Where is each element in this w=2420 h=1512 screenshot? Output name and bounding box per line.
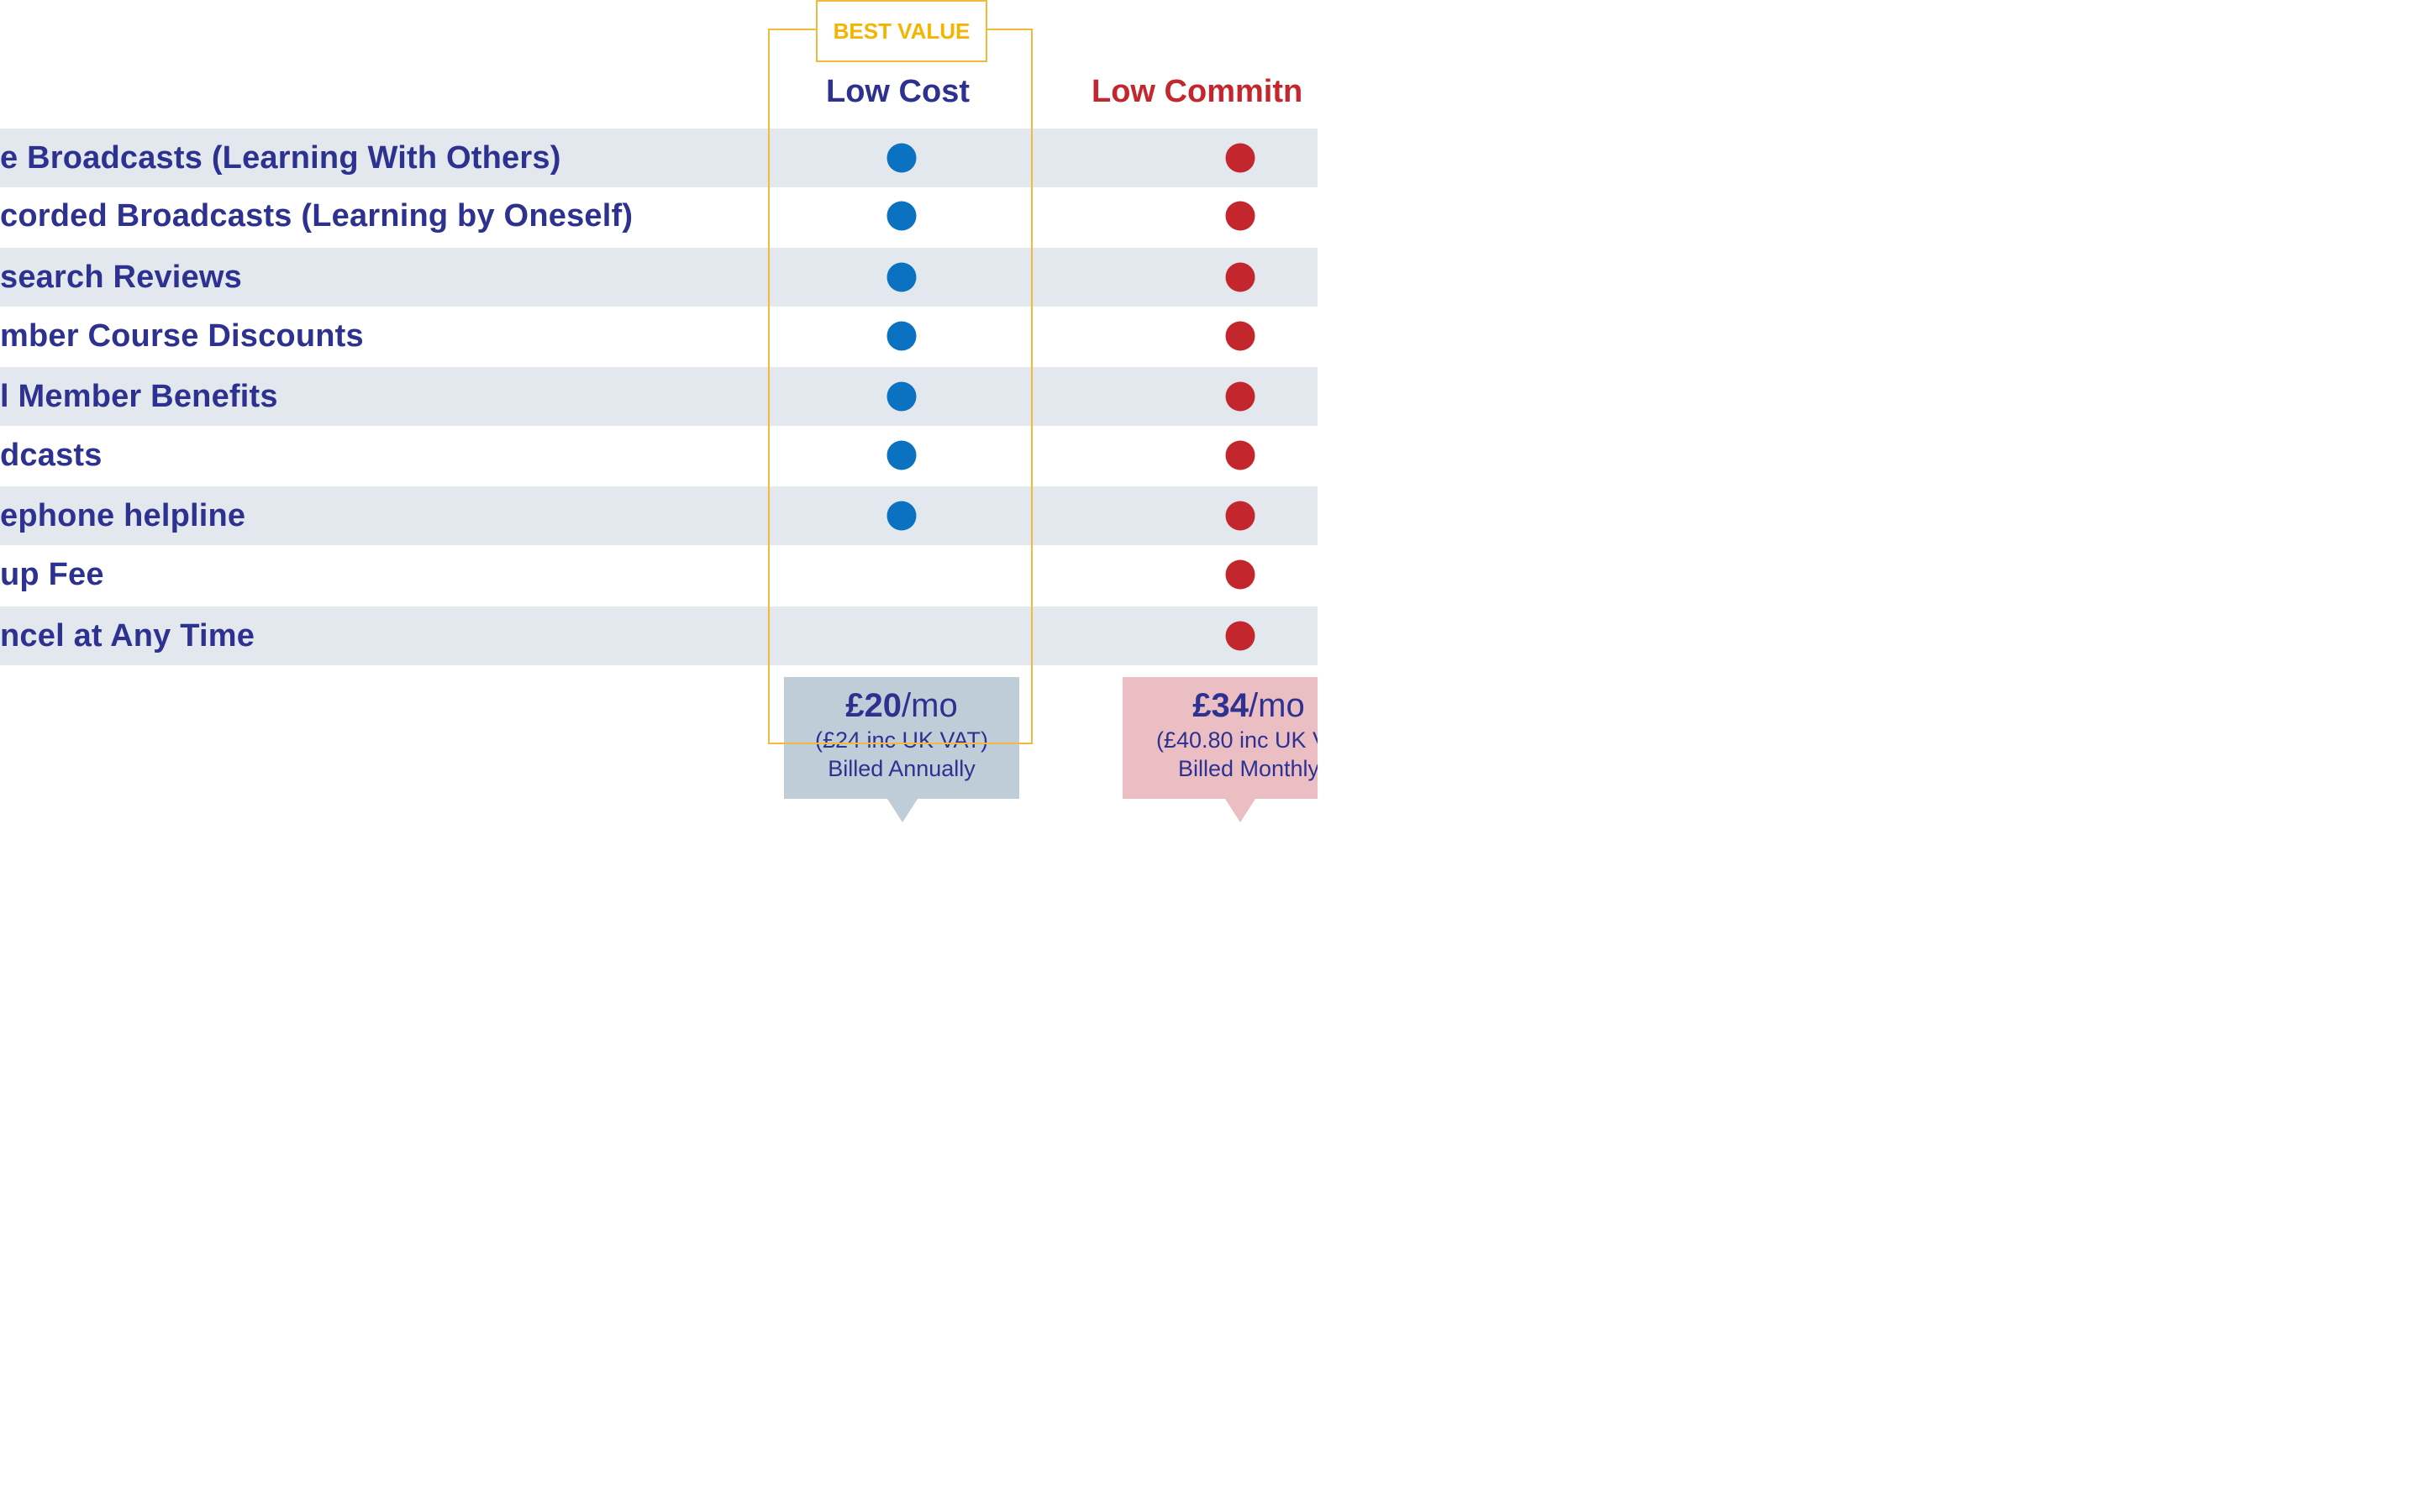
feature-label: ncel at Any Time [0, 618, 255, 654]
feature-label: up Fee [0, 557, 104, 592]
price-box-annual[interactable]: £20/mo (£24 inc UK VAT) Billed Annually [784, 677, 1019, 799]
feature-label: e Broadcasts (Learning With Others) [0, 140, 561, 176]
price-vat-monthly: (£40.80 inc UK VA [1155, 727, 1318, 753]
low-commitment-included-dot [1225, 440, 1255, 470]
column-header-low-cost: Low Cost [826, 74, 970, 109]
table-row: search Reviews [0, 248, 1318, 307]
low-cost-included-dot [886, 201, 917, 231]
price-unit-monthly: /mo [1249, 687, 1305, 724]
price-vat-annual: (£24 inc UK VAT) [814, 727, 989, 753]
price-billing-annual: Billed Annually [828, 756, 976, 781]
price-main-annual: £20/mo [784, 685, 1019, 726]
price-pointer-monthly [1225, 799, 1255, 822]
table-row: dcasts [0, 426, 1318, 485]
price-box-monthly[interactable]: £34/mo (£40.80 inc UK VA Billed Monthly [1123, 677, 1318, 799]
low-commitment-included-dot [1225, 381, 1255, 412]
pricing-comparison: BEST VALUE Low Cost Low Commitn e Broadc… [0, 0, 1318, 823]
column-header-low-commitment: Low Commitn [1092, 74, 1303, 109]
price-pointer-annual [887, 799, 918, 822]
feature-label: dcasts [0, 438, 103, 473]
price-amount-monthly: £34 [1192, 687, 1249, 724]
feature-label: mber Course Discounts [0, 318, 364, 354]
low-cost-included-dot [886, 321, 917, 351]
table-row: l Member Benefits [0, 367, 1318, 426]
price-unit-annual: /mo [902, 687, 958, 724]
price-billing-monthly: Billed Monthly [1177, 756, 1318, 781]
price-amount-annual: £20 [845, 687, 902, 724]
low-commitment-included-dot [1225, 201, 1255, 231]
low-cost-included-dot [886, 143, 917, 173]
low-commitment-included-dot [1225, 501, 1255, 531]
feature-label: corded Broadcasts (Learning by Oneself) [0, 198, 634, 234]
low-commitment-included-dot [1225, 143, 1255, 173]
low-commitment-included-dot [1225, 559, 1255, 590]
table-row: mber Course Discounts [0, 307, 1318, 365]
low-cost-included-dot [886, 262, 917, 292]
best-value-badge: BEST VALUE [816, 0, 987, 62]
feature-label: ephone helpline [0, 498, 246, 533]
low-cost-included-dot [886, 440, 917, 470]
price-main-monthly: £34/mo [1123, 685, 1318, 726]
low-cost-included-dot [886, 501, 917, 531]
table-row: corded Broadcasts (Learning by Oneself) [0, 186, 1318, 245]
table-row: up Fee [0, 545, 1318, 604]
table-row: ephone helpline [0, 486, 1318, 545]
low-commitment-included-dot [1225, 321, 1255, 351]
low-commitment-included-dot [1225, 621, 1255, 651]
table-row: e Broadcasts (Learning With Others) [0, 129, 1318, 187]
table-row: ncel at Any Time [0, 606, 1318, 665]
low-commitment-included-dot [1225, 262, 1255, 292]
low-cost-included-dot [886, 381, 917, 412]
feature-label: l Member Benefits [0, 379, 278, 414]
feature-label: search Reviews [0, 260, 242, 295]
